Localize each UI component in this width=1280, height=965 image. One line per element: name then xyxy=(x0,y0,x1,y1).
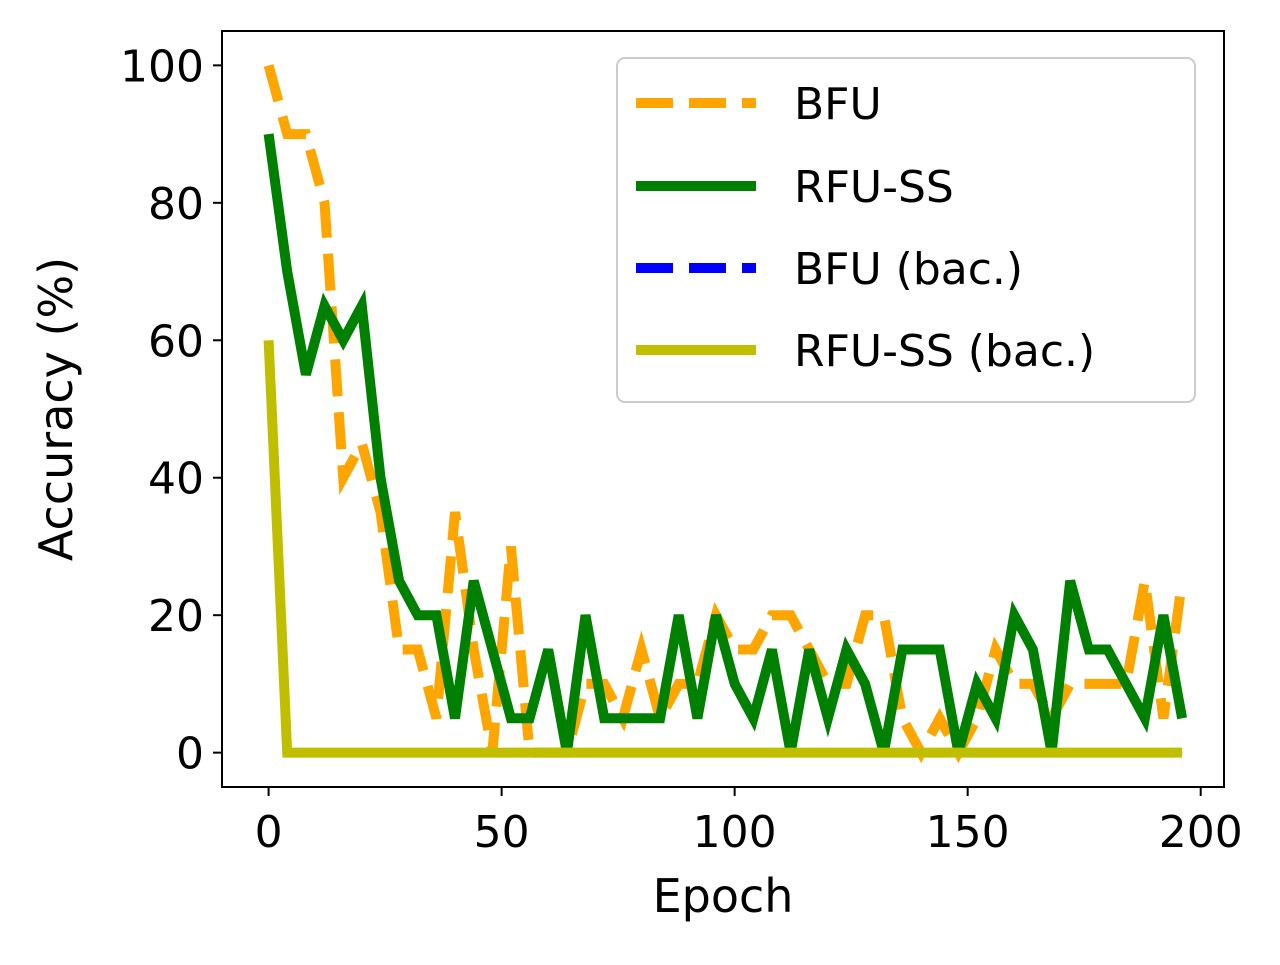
x-axis-label: Epoch xyxy=(653,869,794,923)
legend-label: BFU (bac.) xyxy=(794,244,1023,295)
y-axis: 0 20 40 60 80 100 xyxy=(120,41,222,780)
x-tick-label: 200 xyxy=(1159,807,1243,858)
x-axis: 0 50 100 150 200 xyxy=(255,787,1243,858)
y-tick-label: 60 xyxy=(148,316,204,367)
y-tick-label: 100 xyxy=(120,41,204,92)
x-tick-label: 50 xyxy=(474,807,530,858)
y-axis-label: Accuracy (%) xyxy=(29,257,83,561)
series-layer xyxy=(263,64,1188,764)
y-tick-label: 20 xyxy=(148,591,204,642)
plot-frame xyxy=(221,30,1225,788)
x-tick-label: 100 xyxy=(693,807,777,858)
x-tick-label: 150 xyxy=(926,807,1010,858)
y-tick-label: 80 xyxy=(148,179,204,230)
legend-label: BFU xyxy=(794,79,882,130)
series-line-rfu-ss xyxy=(263,133,1188,754)
x-tick-label: 0 xyxy=(255,807,283,858)
y-tick-label: 40 xyxy=(148,454,204,505)
legend-label: RFU-SS (bac.) xyxy=(794,326,1095,377)
legend-box xyxy=(616,57,1196,403)
legend-label: RFU-SS xyxy=(794,162,954,213)
legend: BFU RFU-SS BFU (bac.) RFU-SS (bac.) xyxy=(616,57,1196,403)
series-line-rfu-ss-bac xyxy=(263,340,1183,758)
y-tick-label: 0 xyxy=(176,729,204,780)
